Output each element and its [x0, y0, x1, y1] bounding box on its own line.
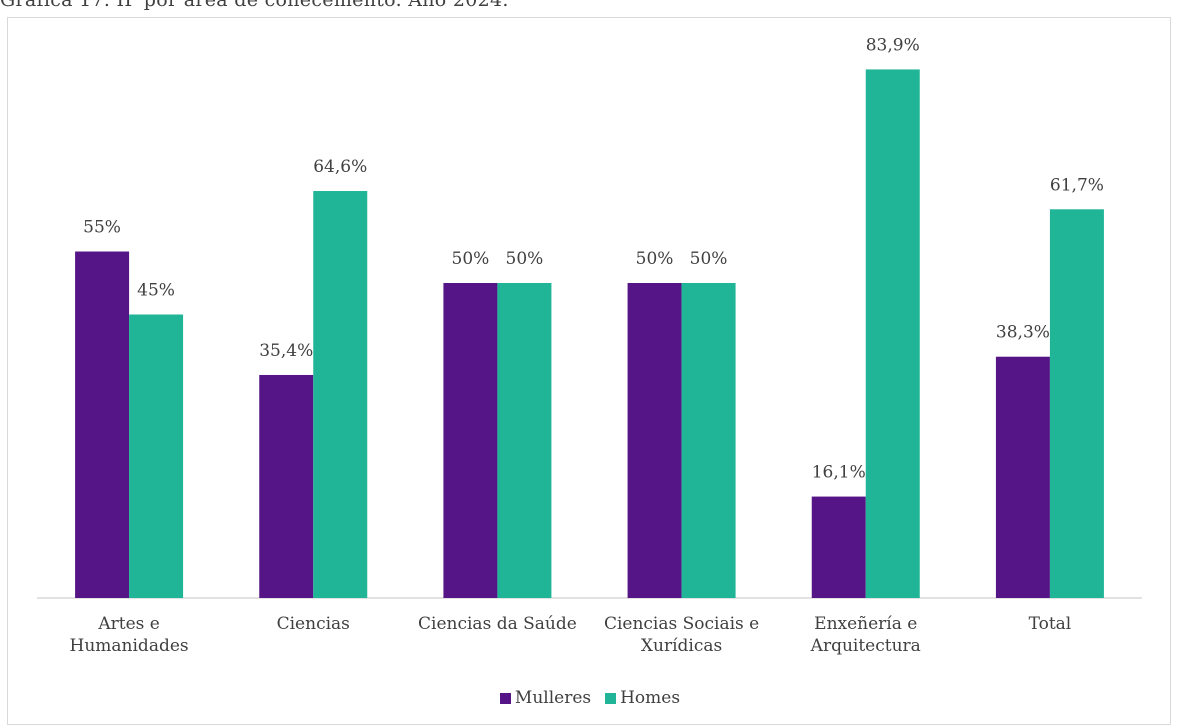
- category-label-4-1: Arquitectura: [810, 636, 921, 656]
- legend-item-homes: Homes: [605, 688, 680, 708]
- category-label-1-0: Ciencias: [277, 614, 350, 634]
- category-label-3-0: Ciencias Sociais e: [604, 614, 759, 634]
- category-label-2-0: Ciencias da Saúde: [418, 614, 577, 634]
- data-label-homes-1: 64,6%: [313, 157, 367, 177]
- bar-mulleres-1: [259, 374, 314, 598]
- chart-caption: Gráfica 17. IP por área de coñecemento. …: [0, 0, 509, 11]
- bar-homes-1: [313, 191, 368, 598]
- category-label-0-1: Humanidades: [70, 636, 189, 656]
- data-label-mulleres-1: 35,4%: [259, 341, 313, 361]
- legend-label-mulleres: Mulleres: [514, 688, 592, 708]
- category-label-3-1: Xurídicas: [641, 636, 722, 656]
- legend-label-homes: Homes: [620, 688, 681, 708]
- data-label-homes-2: 50%: [506, 249, 544, 269]
- bar-homes-4: [865, 69, 920, 599]
- bar-mulleres-2: [443, 283, 498, 598]
- legend-swatch-homes: [605, 692, 617, 704]
- bar-homes-5: [1049, 209, 1104, 599]
- chart-legend: Mulleres Homes: [0, 688, 1180, 708]
- data-label-homes-0: 45%: [137, 281, 175, 301]
- data-label-mulleres-3: 50%: [636, 249, 674, 269]
- data-label-mulleres-0: 55%: [83, 218, 121, 238]
- bar-mulleres-3: [627, 283, 682, 598]
- category-label-0-0: Artes e: [97, 614, 159, 634]
- bar-mulleres-0: [75, 251, 130, 598]
- data-label-mulleres-4: 16,1%: [812, 463, 866, 483]
- data-label-homes-3: 50%: [690, 249, 728, 269]
- bar-mulleres-5: [995, 356, 1050, 598]
- chart-frame: [7, 17, 1171, 725]
- category-label-4-0: Enxeñería e: [814, 614, 917, 634]
- category-label-5-0: Total: [1029, 614, 1072, 634]
- data-label-homes-5: 61,7%: [1050, 175, 1104, 195]
- bar-homes-0: [129, 314, 184, 598]
- legend-item-mulleres: Mulleres: [499, 688, 592, 708]
- data-label-mulleres-5: 38,3%: [996, 323, 1050, 343]
- data-label-homes-4: 83,9%: [866, 35, 920, 55]
- bar-homes-3: [681, 283, 736, 598]
- bar-mulleres-4: [811, 496, 866, 598]
- data-label-mulleres-2: 50%: [452, 249, 490, 269]
- bar-homes-2: [497, 283, 552, 598]
- legend-swatch-mulleres: [499, 692, 511, 704]
